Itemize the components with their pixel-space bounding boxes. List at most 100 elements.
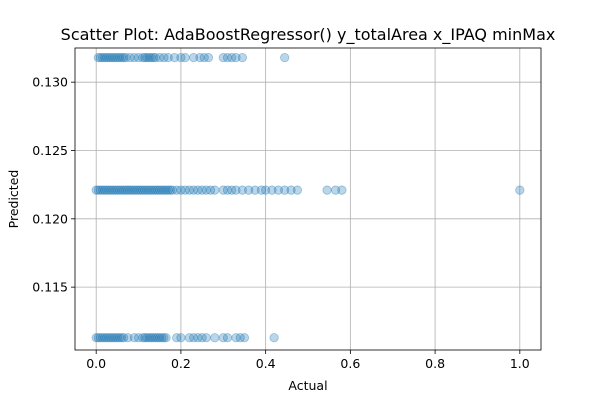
scatter-point	[237, 52, 247, 63]
scatter-point	[167, 185, 178, 195]
scatter-point	[119, 185, 129, 195]
scatter-point	[125, 185, 135, 195]
scatter-point	[108, 52, 118, 63]
scatter-point	[322, 185, 332, 195]
scatter-point	[146, 185, 156, 195]
scatter-point	[153, 333, 163, 343]
scatter-point	[157, 185, 167, 195]
scatter-point	[159, 185, 169, 195]
scatter-point	[112, 52, 122, 63]
y-tick-label: 0.130	[32, 75, 68, 90]
scatter-point	[273, 185, 283, 195]
x-axis-label: Actual	[288, 378, 327, 393]
scatter-point	[117, 185, 127, 195]
scatter-point	[161, 185, 171, 195]
grid	[75, 48, 541, 350]
scatter-point	[140, 52, 150, 63]
scatter-point	[172, 333, 182, 343]
scatter-point	[155, 52, 165, 63]
scatter-point	[256, 185, 266, 195]
scatter-point	[140, 185, 150, 195]
scatter-point	[93, 333, 103, 343]
scatter-point	[93, 52, 103, 63]
scatter-point	[163, 52, 173, 63]
scatter-point	[142, 185, 152, 195]
scatter-point	[159, 52, 169, 63]
axis-ticks: 0.0 0.2 0.4 0.6 0.8 1.0 0.115 0.120 0.125 0.130	[32, 75, 530, 371]
scatter-point	[102, 185, 112, 195]
scatter-point	[97, 333, 108, 343]
scatter-point	[144, 185, 154, 195]
scatter-point	[163, 185, 173, 195]
scatter-point	[146, 52, 156, 63]
scatter-point	[195, 52, 205, 63]
x-tick-label: 0.0	[86, 356, 106, 371]
scatter-point	[176, 185, 186, 195]
scatter-point	[95, 333, 106, 343]
scatter-point	[138, 52, 148, 63]
scatter-point	[227, 185, 237, 195]
scatter-point	[210, 333, 220, 343]
scatter-point	[231, 333, 241, 343]
scatter-point	[218, 185, 228, 195]
scatter-point	[127, 185, 137, 195]
plot-frame	[74, 47, 542, 351]
scatter-point	[133, 52, 144, 63]
scatter-point	[114, 52, 125, 63]
scatter-point	[131, 185, 142, 195]
scatter-point	[148, 185, 158, 195]
scatter-point	[184, 333, 194, 343]
scatter-point	[244, 185, 254, 195]
scatter-point	[153, 185, 163, 195]
scatter-point	[100, 52, 110, 63]
scatter-point	[176, 52, 186, 63]
scatter-point	[91, 333, 101, 343]
scatter-point	[193, 333, 203, 343]
scatter-point	[292, 185, 303, 195]
scatter-point	[133, 185, 144, 195]
scatter-point	[199, 52, 209, 63]
scatter-point	[239, 333, 250, 343]
scatter-point	[110, 52, 120, 63]
scatter-point	[269, 333, 279, 343]
scatter-point	[117, 52, 127, 63]
scatter-point	[119, 52, 129, 63]
scatter-point	[222, 333, 233, 343]
scatter-point	[140, 333, 150, 343]
scatter-point	[125, 52, 135, 63]
scatter-point	[129, 333, 139, 343]
scatter-point	[222, 185, 233, 195]
scatter-point	[159, 333, 169, 343]
scatter-point	[231, 185, 241, 195]
scatter-point	[189, 333, 199, 343]
scatter-point	[123, 185, 133, 195]
scatter-point	[250, 185, 260, 195]
scatter-point	[106, 52, 116, 63]
scatter-point	[184, 185, 194, 195]
scatter-point	[95, 52, 106, 63]
scatter-point	[112, 185, 122, 195]
x-tick-label: 0.4	[256, 356, 276, 371]
scatter-point	[114, 185, 125, 195]
scatter-point	[280, 52, 290, 63]
scatter-point	[189, 52, 199, 63]
scatter-point	[106, 333, 116, 343]
scatter-point	[155, 185, 165, 195]
scatter-point	[110, 185, 120, 195]
scatter-point	[91, 185, 101, 195]
scatter-point	[119, 333, 129, 343]
scatter-point	[106, 185, 116, 195]
scatter-point	[193, 185, 203, 195]
scatter-point	[201, 333, 211, 343]
scatter-point	[330, 185, 341, 195]
scatter-point	[112, 333, 122, 343]
scatter-point	[104, 52, 114, 63]
scatter-point	[148, 333, 158, 343]
scatter-point	[218, 333, 228, 343]
scatter-point	[108, 333, 118, 343]
scatter-point	[138, 333, 148, 343]
scatter-point	[129, 185, 139, 195]
scatter-point	[280, 185, 290, 195]
